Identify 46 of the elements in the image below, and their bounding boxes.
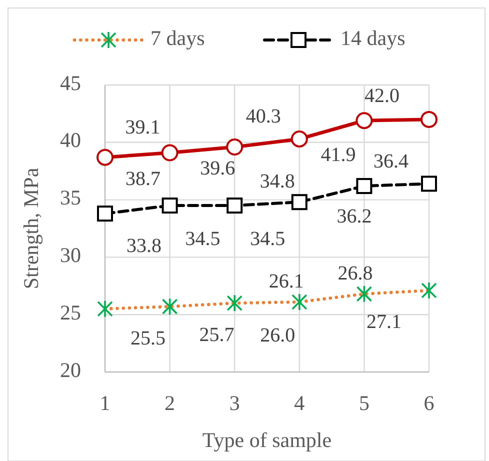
x-tick-label: 5 bbox=[358, 390, 370, 415]
point bbox=[356, 178, 372, 194]
data-label: 26.1 bbox=[268, 270, 304, 293]
data-label: 34.5 bbox=[185, 228, 220, 250]
point bbox=[226, 198, 243, 214]
point bbox=[420, 110, 438, 128]
data-label: 27.1 bbox=[366, 311, 402, 334]
data-label: 34.8 bbox=[260, 170, 295, 193]
y-tick-label: 20 bbox=[60, 358, 81, 382]
point bbox=[291, 194, 308, 210]
data-label: 39.1 bbox=[125, 116, 160, 138]
data-label: 26.8 bbox=[338, 262, 373, 285]
point bbox=[97, 206, 113, 222]
data-label: 38.7 bbox=[126, 168, 160, 190]
legend-label: 14 days bbox=[340, 26, 406, 50]
data-label: 25.5 bbox=[130, 327, 166, 350]
y-tick-label: 40 bbox=[60, 128, 81, 152]
data-label: 26.0 bbox=[260, 324, 296, 347]
y-tick-label: 25 bbox=[60, 300, 81, 324]
x-tick-label: 4 bbox=[294, 390, 306, 415]
legend-label: 7 days bbox=[150, 26, 205, 50]
x-tick-label: 1 bbox=[100, 390, 110, 415]
data-label: 33.8 bbox=[126, 235, 162, 258]
x-tick-label: 3 bbox=[229, 390, 240, 415]
point bbox=[96, 148, 114, 166]
point bbox=[421, 176, 437, 192]
y-tick-label: 35 bbox=[60, 186, 81, 210]
data-label: 42.0 bbox=[364, 85, 400, 108]
data-label: 40.3 bbox=[246, 106, 281, 128]
point bbox=[356, 112, 373, 130]
point bbox=[162, 198, 178, 214]
data-label: 41.9 bbox=[320, 144, 356, 166]
y-tick-label: 45 bbox=[60, 70, 81, 95]
x-tick-label: 2 bbox=[164, 390, 176, 415]
point bbox=[161, 144, 178, 162]
data-label: 36.4 bbox=[374, 150, 408, 172]
y-tick-label: 30 bbox=[60, 243, 81, 268]
point bbox=[290, 130, 308, 148]
data-label: 39.6 bbox=[200, 158, 236, 180]
data-label: 34.5 bbox=[250, 228, 286, 250]
data-label: 36.2 bbox=[336, 206, 372, 228]
point bbox=[226, 138, 244, 156]
data-label: 25.7 bbox=[199, 324, 234, 346]
x-tick-label: 6 bbox=[424, 390, 434, 415]
x-axis-title: Type of sample bbox=[202, 428, 332, 452]
y-axis-title: Strength, MPa bbox=[18, 167, 43, 290]
